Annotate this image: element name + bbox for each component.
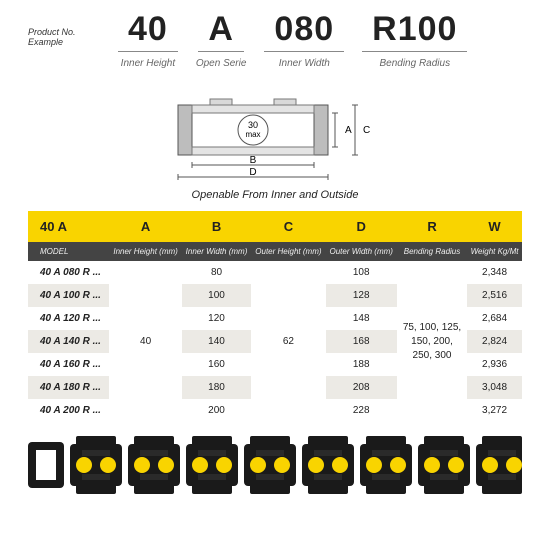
seg-value: R100 [362,10,467,52]
seg-caption: Bending Radius [379,58,450,69]
seg-inner-height: 40 Inner Height [118,10,178,69]
spec-tbody: 40 A 080 R ... 40 80 62 108 75, 100, 125… [28,261,522,422]
seg-value: 080 [264,10,344,52]
seg-open-serie: A Open Serie [196,10,247,69]
svg-text:A: A [345,125,352,136]
svg-text:D: D [249,167,256,178]
th-W: W [467,211,522,242]
th2-C: Outer Height (mm) [251,242,325,261]
cross-section-diagram: 30 max A C B D [150,87,400,183]
th2-model: MODEL [28,242,109,261]
th-R: R [397,211,467,242]
th-B: B [182,211,251,242]
th-title: 40 A [28,211,109,242]
th-D: D [326,211,397,242]
spec-table: 40 A A B C D R W MODEL Inner Height (mm)… [28,211,522,422]
th2-W: Weight Kg/Mt [467,242,522,261]
product-label: Product No. Example [28,27,100,69]
seg-inner-width: 080 Inner Width [264,10,344,69]
th-C: C [251,211,325,242]
seg-caption: Inner Width [279,58,330,69]
seg-caption: Inner Height [121,58,175,69]
th2-B: Inner Width (mm) [182,242,251,261]
seg-value: A [198,10,244,52]
svg-text:B: B [250,155,257,166]
svg-text:30: 30 [248,120,258,130]
seg-caption: Open Serie [196,58,247,69]
th2-R: Bending Radius [397,242,467,261]
table-row: 40 A 080 R ... 40 80 62 108 75, 100, 125… [28,261,522,284]
th-A: A [109,211,181,242]
seg-bending-radius: R100 Bending Radius [362,10,467,69]
openable-text: Openable From Inner and Outside [28,189,522,201]
th2-D: Outer Width (mm) [326,242,397,261]
product-number-row: Product No. Example 40 Inner Height A Op… [28,10,522,69]
svg-text:C: C [363,125,370,136]
cable-chain-image [28,436,522,499]
merged-R: 75, 100, 125, 150, 200, 250, 300 [397,261,467,422]
seg-value: 40 [118,10,178,52]
merged-C: 62 [251,261,325,422]
merged-A: 40 [109,261,181,422]
th2-A: Inner Height (mm) [109,242,181,261]
svg-text:max: max [245,130,260,139]
